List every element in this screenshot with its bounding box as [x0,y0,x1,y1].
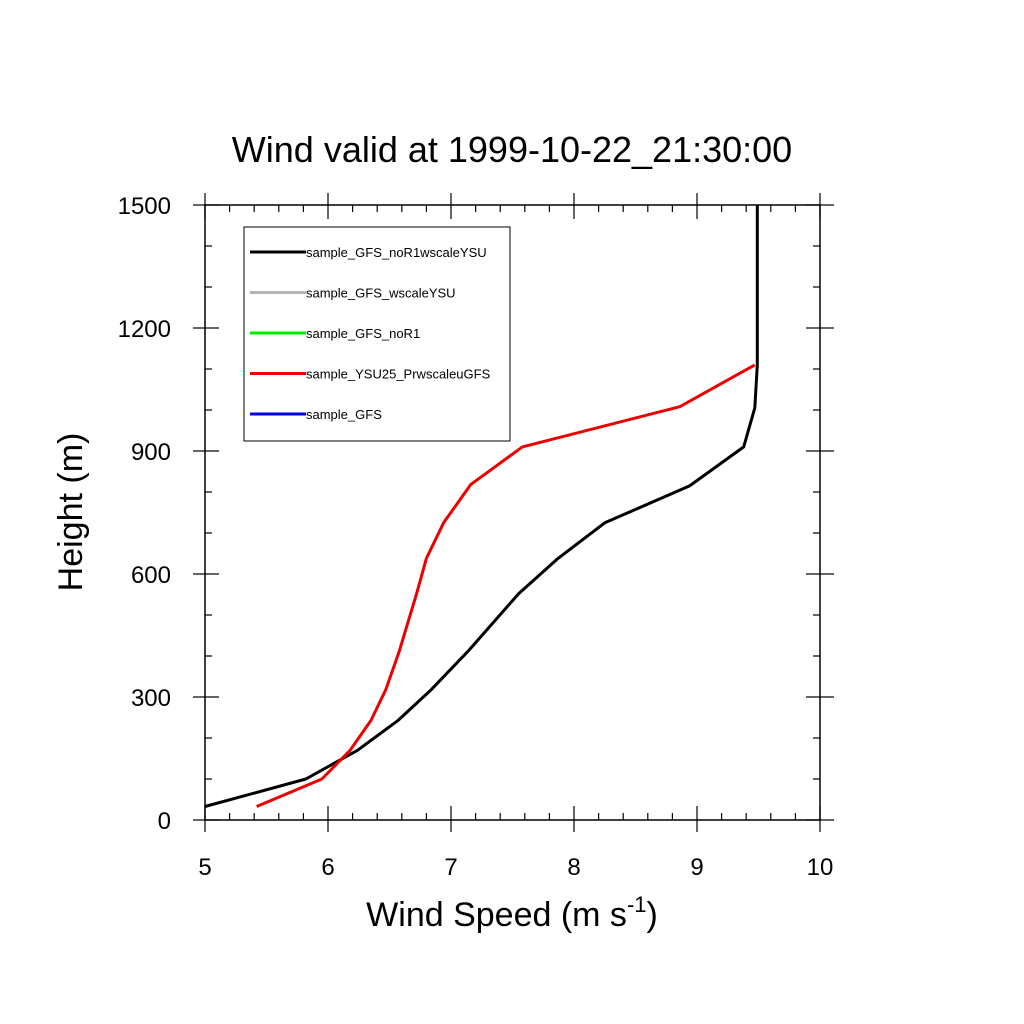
legend-label: sample_GFS_wscaleYSU [306,286,456,301]
plot-frame [204,204,821,821]
series-line-1 [204,205,759,808]
x-tick-label: 8 [567,854,580,881]
x-tick-label: 9 [690,854,703,881]
y-tick-label: 600 [131,562,171,589]
axis-ticks: 5 6 7 8 9 10 0 300 600 900 1200 1500 [118,193,834,881]
series-line-4 [256,363,756,808]
x-axis-label: Wind Speed (m s-1) [366,892,658,934]
chart-title: Wind valid at 1999-10-22_21:30:00 [232,129,792,170]
y-axis-label: Height (m) [52,433,90,592]
x-tick-label: 7 [444,854,457,881]
x-tick-label: 10 [807,854,834,881]
legend-label: sample_YSU25_PrwscaleuGFS [306,367,491,382]
series-lines [204,205,759,808]
y-tick-label: 300 [131,685,171,712]
legend-label: sample_GFS [306,407,382,422]
x-axis-label-sup: -1 [627,892,647,917]
x-axis-label-end: ) [647,896,658,934]
y-tick-label: 1500 [118,193,171,220]
legend-label: sample_GFS_noR1 [306,326,420,341]
x-tick-label: 6 [321,854,334,881]
y-tick-label: 0 [158,808,171,835]
y-tick-label: 1200 [118,316,171,343]
y-tick-label: 900 [131,439,171,466]
x-axis-label-main: Wind Speed (m s [366,896,627,934]
x-tick-label: 5 [198,854,211,881]
legend: sample_GFS_noR1wscaleYSU sample_GFS_wscal… [243,226,511,442]
legend-label: sample_GFS_noR1wscaleYSU [306,245,487,260]
